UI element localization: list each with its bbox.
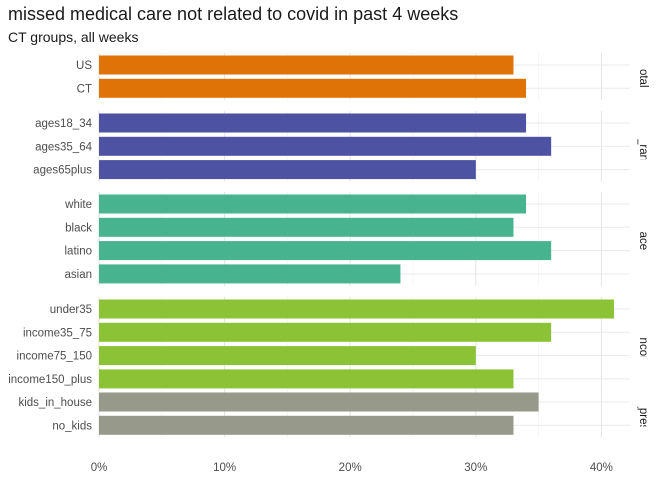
facet-strip-label-race: race (637, 228, 649, 250)
category-label-income35_75: income35_75 (23, 327, 92, 339)
facet-panel-kids_present: kids_in_house no_kids (18, 390, 630, 438)
category-label-kids_in_house: kids_in_house (18, 397, 92, 409)
category-label-under35: under35 (50, 304, 92, 316)
bar-asian (99, 264, 401, 284)
category-label-CT: CT (77, 83, 92, 95)
x-tick-label: 10% (213, 462, 236, 474)
bar-ages65plus (99, 160, 476, 180)
bar-income75_150 (99, 346, 476, 366)
x-tick-label: 0% (91, 462, 108, 474)
category-label-no_kids: no_kids (52, 420, 92, 432)
facet-strip-label-hh_income: hh_income (637, 316, 649, 372)
bar-under35 (99, 299, 614, 319)
bar-CT (99, 78, 527, 98)
bar-income35_75 (99, 322, 552, 342)
bar-US (99, 55, 514, 75)
bar-latino (99, 241, 552, 261)
bar-black (99, 217, 514, 237)
category-label-asian: asian (65, 269, 93, 281)
bar-income150_plus (99, 369, 514, 389)
facet-strip-label-kids_present: kids_present (637, 381, 649, 447)
facet-panel-age_range: ages18_34 ages35_64 ages65plus (33, 111, 630, 182)
bar-no_kids (99, 415, 514, 435)
chart-title: missed medical care not related to covid… (8, 4, 459, 24)
category-label-US: US (76, 60, 92, 72)
facet-panel-total: US CT (76, 53, 630, 101)
category-label-income75_150: income75_150 (17, 351, 92, 363)
category-label-income150_plus: income150_plus (8, 374, 92, 386)
category-label-white: white (64, 199, 92, 211)
facet-panel-hh_income: under35 income35_75 income75_150 income150_… (8, 297, 630, 391)
category-label-ages35_64: ages35_64 (35, 141, 93, 153)
x-tick-label: 30% (464, 462, 487, 474)
category-label-black: black (65, 222, 92, 234)
facet-panel-race: white black latino asian (64, 192, 630, 286)
facet-strip-label-age_range: age_range (637, 119, 649, 174)
bar-ages18_34 (99, 113, 527, 133)
category-label-latino: latino (65, 246, 93, 258)
category-label-ages65plus: ages65plus (33, 165, 92, 177)
x-tick-label: 40% (590, 462, 613, 474)
bar-ages35_64 (99, 136, 552, 156)
facet-strip-label-total: total (637, 66, 649, 88)
bar-kids_in_house (99, 392, 539, 412)
category-label-ages18_34: ages18_34 (35, 118, 93, 130)
x-tick-label: 20% (339, 462, 362, 474)
bar-white (99, 194, 527, 214)
chart-subtitle: CT groups, all weeks (8, 29, 139, 45)
